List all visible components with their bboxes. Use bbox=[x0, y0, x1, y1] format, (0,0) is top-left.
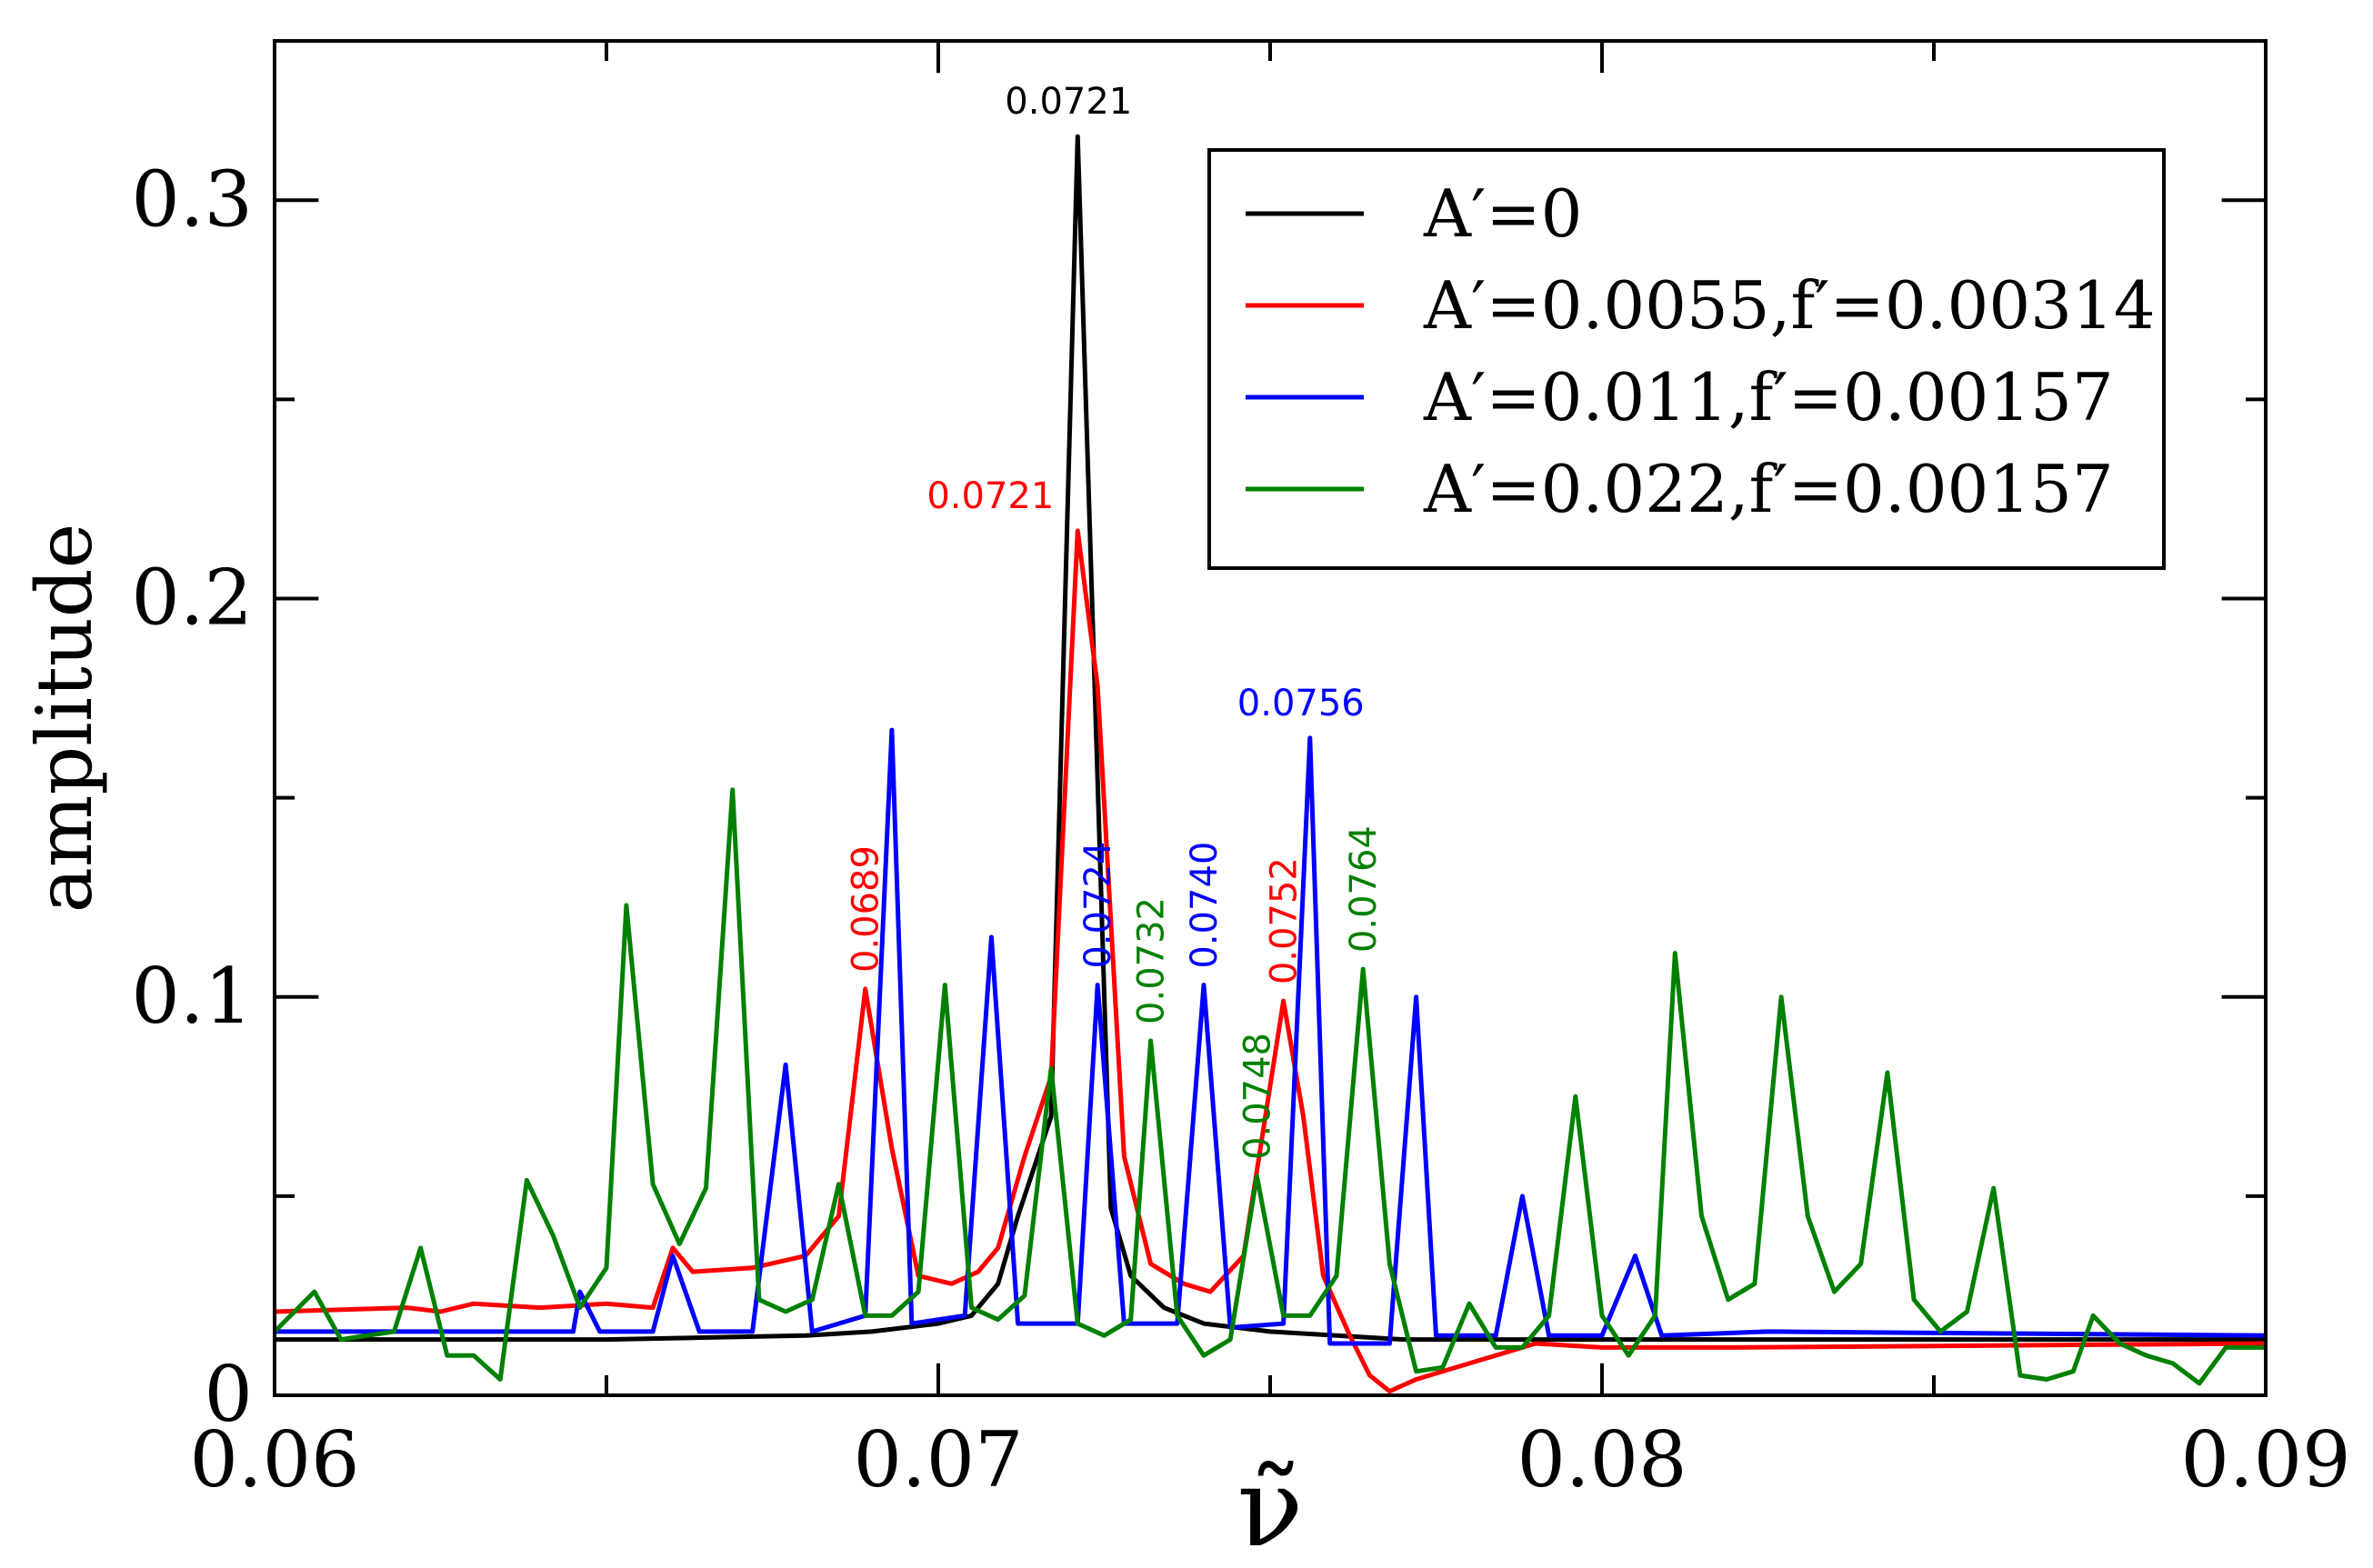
x-tick-label: 0.09 bbox=[2180, 1415, 2350, 1504]
peak-label: 0.0721 bbox=[926, 475, 1054, 517]
series-line-2 bbox=[275, 727, 2267, 1346]
legend-box bbox=[1207, 148, 2166, 570]
x-axis-title: ν̃ bbox=[1237, 1445, 1304, 1568]
peak-label: 0.0721 bbox=[1005, 81, 1132, 123]
peak-label: 0.0752 bbox=[1264, 857, 1306, 984]
legend: A′=0 A′=0.0055,f′=0.00314 A′=0.011,f′=0.00… bbox=[1207, 148, 2166, 570]
annotation-layer: 0.0721 0.0721 0.0756 0.0689 0.0724 0.0732 0.07… bbox=[846, 81, 1385, 1160]
peak-label: 0.0689 bbox=[846, 845, 887, 973]
series-layer bbox=[273, 134, 2267, 1394]
peak-label: 0.0732 bbox=[1131, 897, 1173, 1024]
peak-label: 0.0740 bbox=[1184, 842, 1226, 969]
y-tick-label: 0.1 bbox=[131, 952, 253, 1041]
series-line-0 bbox=[275, 134, 2266, 1343]
x-tick-label: 0.07 bbox=[853, 1415, 1023, 1504]
x-tick-label: 0.08 bbox=[1517, 1415, 1687, 1504]
y-tick-label: 0 bbox=[205, 1350, 253, 1439]
peak-label: 0.0748 bbox=[1237, 1033, 1278, 1160]
x-tick-label: 0.06 bbox=[189, 1415, 359, 1504]
legend-label: A′=0.0055,f′=0.00314 bbox=[1423, 267, 2156, 344]
peak-label: 0.0756 bbox=[1237, 683, 1365, 724]
legend-label: A′=0 bbox=[1423, 175, 1582, 252]
legend-label: A′=0.011,f′=0.00157 bbox=[1423, 359, 2114, 435]
y-tick-label: 0.3 bbox=[131, 155, 253, 244]
y-axis-title: amplitude bbox=[20, 524, 109, 914]
tick-layer: 0.06 0.07 0.08 0.09 0 0.1 0.2 0.3 bbox=[131, 41, 2351, 1504]
series-line-3 bbox=[273, 787, 2266, 1386]
y-tick-label: 0.2 bbox=[131, 554, 253, 643]
peak-label: 0.0724 bbox=[1077, 842, 1119, 969]
peak-label: 0.0764 bbox=[1343, 825, 1385, 953]
legend-label: A′=0.022,f′=0.00157 bbox=[1423, 451, 2114, 527]
